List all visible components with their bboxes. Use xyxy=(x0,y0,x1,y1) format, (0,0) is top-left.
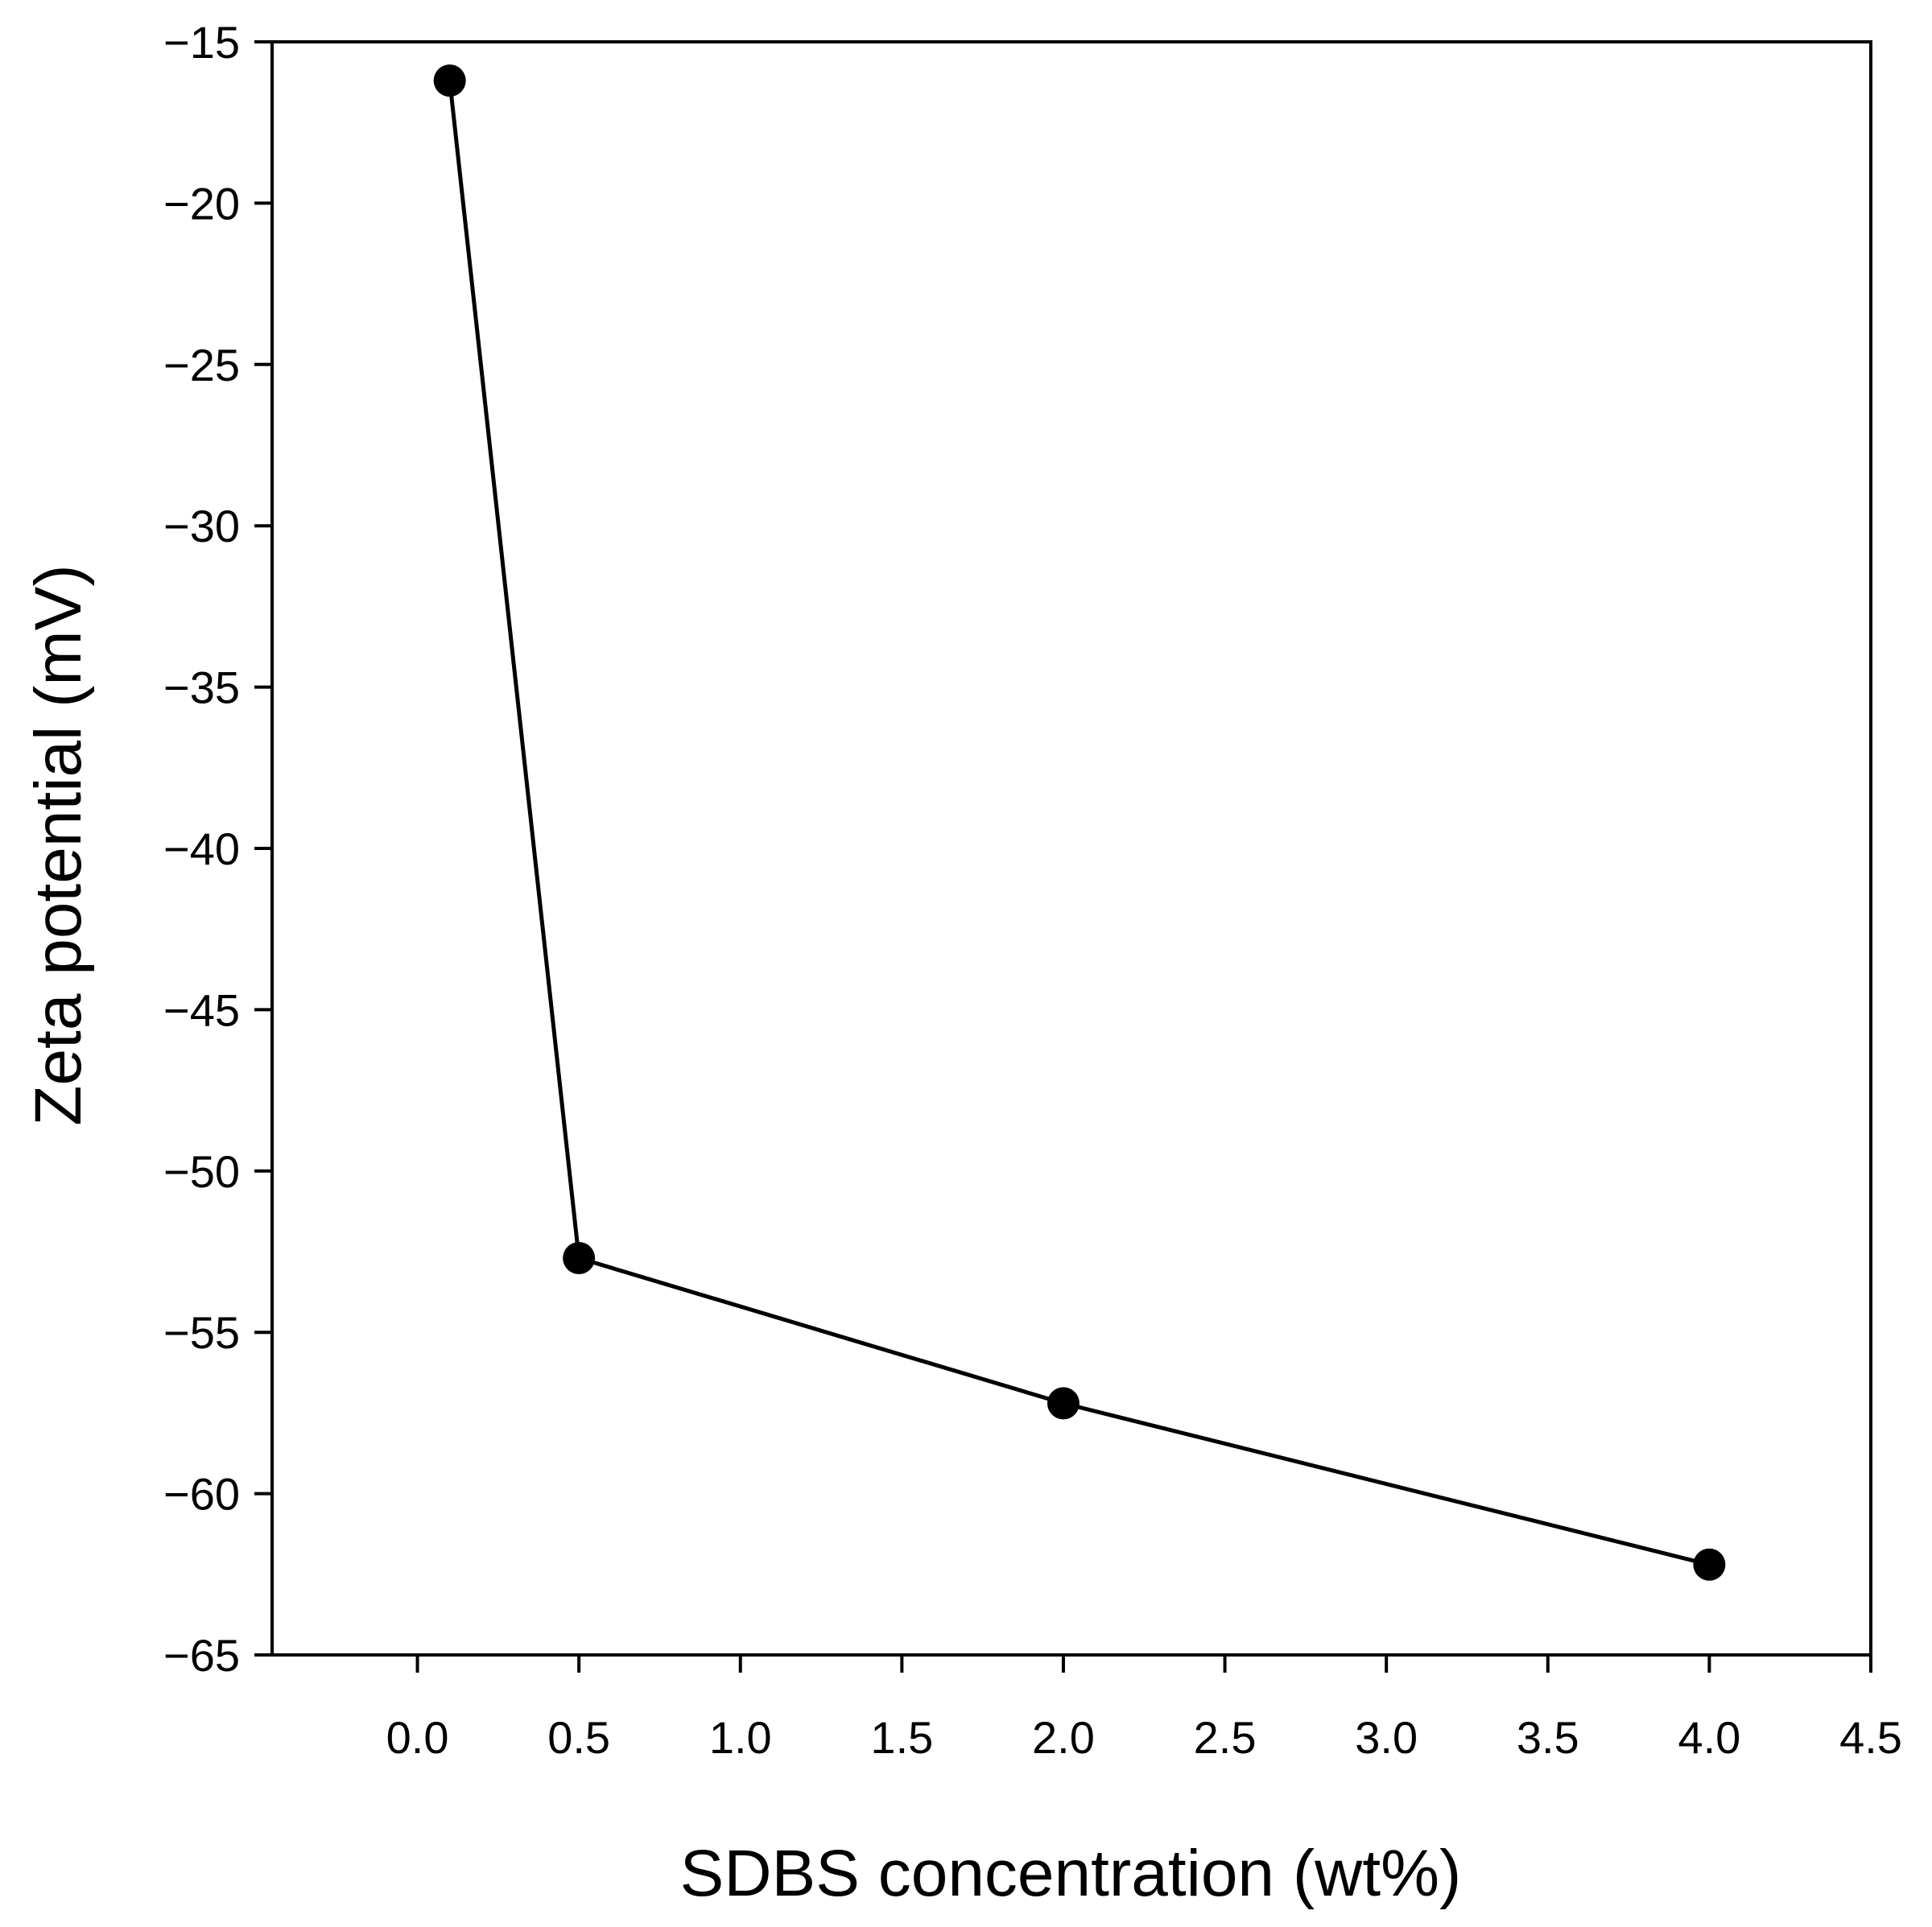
y-tick-label: −40 xyxy=(163,823,240,874)
y-tick-label: −60 xyxy=(163,1469,240,1520)
y-axis-title: Zeta potential (mV) xyxy=(22,564,95,1125)
data-point xyxy=(563,1242,596,1275)
y-tick-label: −65 xyxy=(163,1630,240,1681)
y-tick-label: −30 xyxy=(163,501,240,551)
y-axis: −15 −20 −25 −30 −35 −40 −45 −50 −55 −60 −65 xyxy=(163,17,272,1681)
x-tick-label: 2.0 xyxy=(1032,1712,1095,1763)
x-tick-label: 0.0 xyxy=(386,1712,449,1763)
y-tick-label: −55 xyxy=(163,1307,240,1358)
x-tick-label: 2.5 xyxy=(1194,1712,1257,1763)
y-tick-label: −50 xyxy=(163,1146,240,1197)
series-line xyxy=(448,80,1710,1567)
x-tick-label: 0.5 xyxy=(547,1712,610,1763)
data-point xyxy=(433,64,466,97)
x-tick-label: 1.5 xyxy=(870,1712,933,1763)
x-tick-label: 3.5 xyxy=(1517,1712,1579,1763)
x-axis: 0.0 0.5 1.0 1.5 2.0 2.5 3.0 3.5 4.0 4.5 xyxy=(386,1655,1902,1763)
data-point xyxy=(1693,1548,1726,1581)
data-series xyxy=(433,64,1726,1581)
x-tick-label: 4.0 xyxy=(1678,1712,1740,1763)
x-tick-label: 3.0 xyxy=(1355,1712,1418,1763)
data-point xyxy=(1046,1387,1080,1420)
y-tick-label: −20 xyxy=(163,178,240,229)
y-tick-label: −15 xyxy=(163,17,240,68)
y-tick-label: −35 xyxy=(163,662,240,713)
x-tick-label: 1.0 xyxy=(709,1712,772,1763)
y-tick-label: −25 xyxy=(163,340,240,390)
y-tick-label: −45 xyxy=(163,984,240,1035)
x-tick-label: 4.5 xyxy=(1839,1712,1902,1763)
x-axis-title: SDBS concentration (wt%) xyxy=(680,1837,1462,1910)
